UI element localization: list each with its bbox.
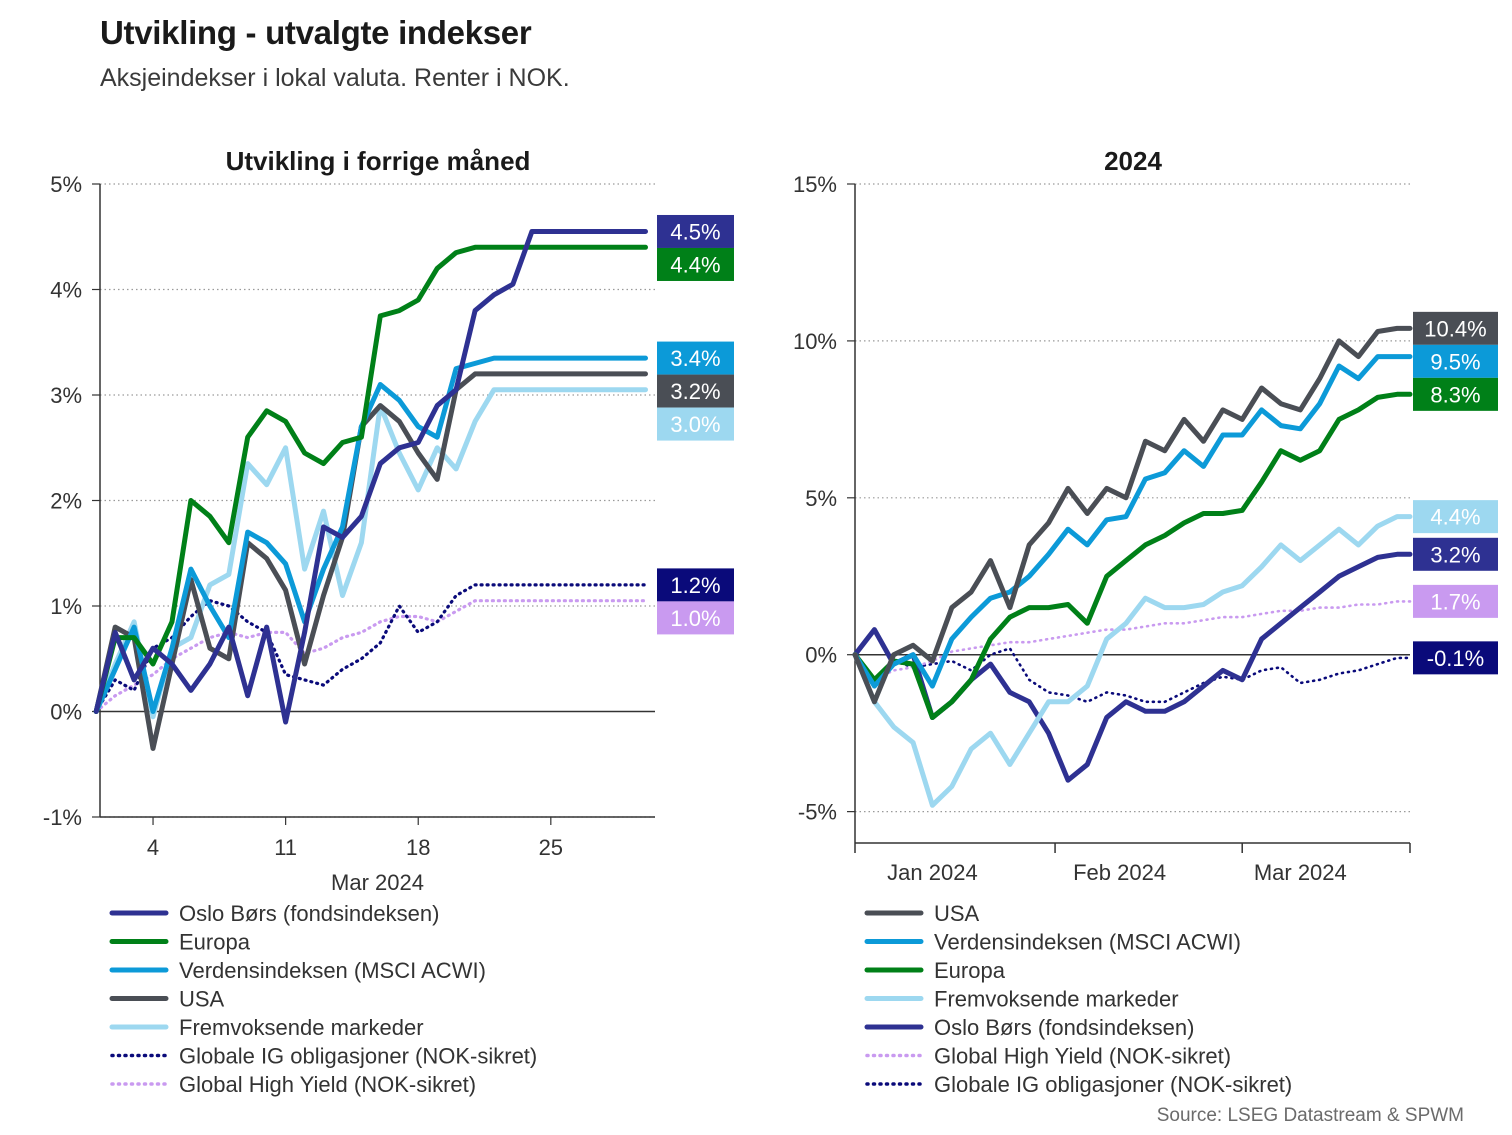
legend-label: Global High Yield (NOK-sikret) — [179, 1072, 476, 1097]
legend-label: USA — [179, 987, 225, 1012]
end-label: 4.4% — [657, 247, 734, 281]
series-line-ig — [94, 583, 648, 714]
end-label-box — [657, 374, 734, 408]
legend-label: Global High Yield (NOK-sikret) — [934, 1044, 1231, 1069]
end-label-box — [657, 341, 734, 375]
end-label-box — [657, 407, 734, 441]
end-label-text: 4.5% — [670, 219, 720, 244]
end-label-text: 1.0% — [670, 606, 720, 631]
end-label-box — [657, 601, 734, 635]
y-tick-label: 4% — [50, 278, 82, 303]
end-label-text: 1.2% — [670, 573, 720, 598]
series-line-msci — [852, 354, 1413, 689]
y-tick-label: 0% — [50, 700, 82, 725]
end-label: 3.2% — [657, 374, 734, 408]
end-label-box — [1413, 500, 1498, 534]
x-tick-label: 4 — [147, 835, 159, 860]
x-tick-label: 11 — [274, 835, 297, 860]
end-label-box — [1413, 537, 1498, 571]
legend-label: Oslo Børs (fondsindeksen) — [179, 901, 439, 926]
end-label: 3.2% — [1413, 537, 1498, 571]
end-label-text: -0.1% — [1427, 646, 1484, 671]
end-label-box — [1413, 377, 1498, 411]
end-label: 10.4% — [1413, 311, 1498, 345]
end-label: 9.5% — [1413, 344, 1498, 378]
x-tick-label: Jan 2024 — [887, 860, 978, 885]
legend-label: Globale IG obligasjoner (NOK-sikret) — [179, 1044, 537, 1069]
legend-label: Europa — [179, 930, 251, 955]
y-tick-label: 0% — [805, 643, 837, 668]
end-label: 4.5% — [657, 214, 734, 248]
series-line-em — [852, 514, 1413, 808]
chart-subtitle: Aksjeindekser i lokal valuta. Renter i N… — [100, 64, 570, 92]
end-label: 1.0% — [657, 601, 734, 635]
end-label-text: 4.4% — [670, 252, 720, 277]
panel-title: 2024 — [1104, 146, 1162, 176]
end-label-text: 4.4% — [1430, 505, 1480, 530]
series-line-em — [93, 387, 648, 720]
y-tick-label: 15% — [793, 172, 837, 197]
chart-title: Utvikling - utvalgte indekser — [100, 14, 532, 51]
end-label-box — [1413, 641, 1498, 675]
x-tick-label: 25 — [539, 835, 563, 860]
x-tick-label: Feb 2024 — [1073, 860, 1166, 885]
end-label-text: 3.0% — [670, 412, 720, 437]
end-label-box — [657, 247, 734, 281]
series-line-usa — [852, 325, 1413, 705]
end-label-box — [1413, 311, 1498, 345]
legend-label: Europa — [934, 958, 1006, 983]
end-label: 1.2% — [657, 568, 734, 602]
y-tick-label: 3% — [50, 383, 82, 408]
x-tick-label: 18 — [406, 835, 430, 860]
legend: USA Verdensindeksen (MSCI ACWI) Europa Frem… — [864, 901, 1292, 1097]
y-tick-label: 2% — [50, 489, 82, 514]
end-label: 3.4% — [657, 341, 734, 375]
end-label-text: 10.4% — [1424, 316, 1486, 341]
x-axis-label: Mar 2024 — [331, 870, 424, 895]
legend-label: Verdensindeksen (MSCI ACWI) — [179, 958, 486, 983]
legend-label: Oslo Børs (fondsindeksen) — [934, 1015, 1194, 1040]
end-label-text: 1.7% — [1430, 589, 1480, 614]
source-note: Source: LSEG Datastream & SPWM — [1156, 1105, 1464, 1126]
end-label-text: 3.2% — [1430, 542, 1480, 567]
series-line-europa — [852, 391, 1413, 720]
end-label-box — [1413, 344, 1498, 378]
legend-label: Fremvoksende markeder — [934, 987, 1179, 1012]
end-label-box — [657, 568, 734, 602]
chart-panel-1: Utvikling i forrige måned -1% 0% 1% 2% 3% 4% 5%… — [43, 146, 734, 1097]
y-tick-label: 5% — [805, 486, 837, 511]
legend-label: USA — [934, 901, 980, 926]
end-label-text: 3.2% — [670, 379, 720, 404]
chart-panel-2: 2024 -5% 0% 5% 10% 15% Jan 2024 Feb 2024 Mar 202… — [793, 146, 1498, 1097]
series-line-hy — [94, 599, 648, 714]
legend-label: Globale IG obligasjoner (NOK-sikret) — [934, 1072, 1292, 1097]
y-tick-label: 10% — [793, 329, 837, 354]
end-label-text: 3.4% — [670, 346, 720, 371]
end-label: 3.0% — [657, 407, 734, 441]
panel-title: Utvikling i forrige måned — [226, 146, 531, 176]
end-label: 4.4% — [1413, 500, 1498, 534]
end-label-box — [657, 214, 734, 248]
x-tick-label: Mar 2024 — [1254, 860, 1347, 885]
series-line-hy — [853, 600, 1412, 682]
series-line-ig — [853, 647, 1412, 704]
y-tick-label: 1% — [50, 594, 82, 619]
series-line-oslo — [93, 229, 648, 725]
legend-label: Verdensindeksen (MSCI ACWI) — [934, 930, 1241, 955]
end-label-text: 8.3% — [1430, 382, 1480, 407]
y-tick-label: -1% — [43, 805, 82, 830]
end-label: 8.3% — [1413, 377, 1498, 411]
end-label: 1.7% — [1413, 584, 1498, 618]
series-line-europa — [93, 244, 648, 714]
series-line-usa — [93, 371, 648, 751]
y-tick-label: 5% — [50, 172, 82, 197]
series-line-msci — [93, 355, 648, 714]
legend: Oslo Børs (fondsindeksen) Europa Verdensin… — [109, 901, 537, 1097]
end-label-box — [1413, 584, 1498, 618]
end-label: -0.1% — [1413, 641, 1498, 675]
y-tick-label: -5% — [798, 800, 837, 825]
legend-label: Fremvoksende markeder — [179, 1015, 424, 1040]
end-label-text: 9.5% — [1430, 349, 1480, 374]
